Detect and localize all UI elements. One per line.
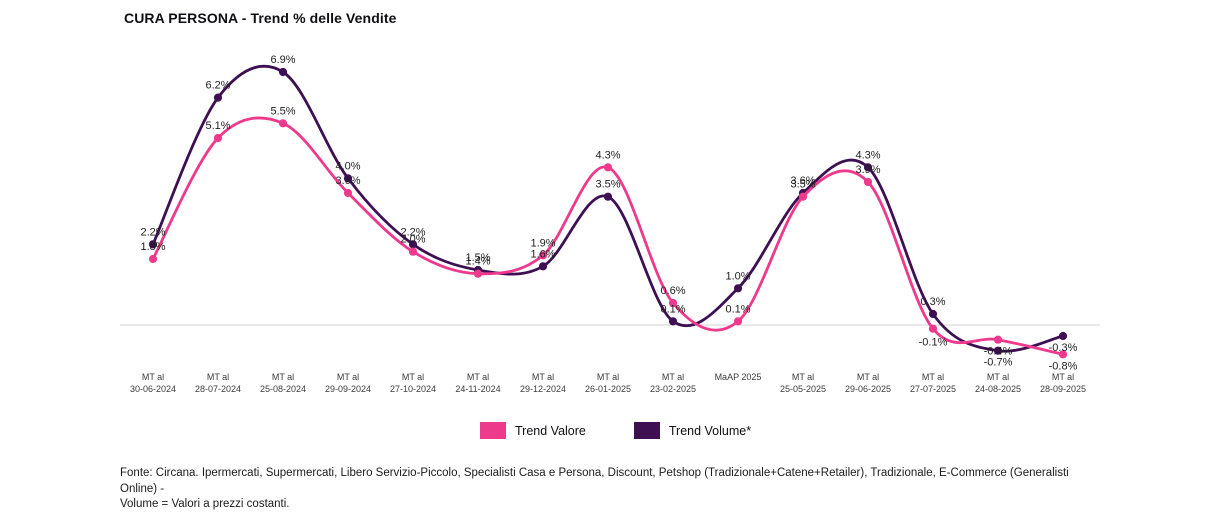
volume-data-label: 1.5% bbox=[465, 252, 490, 264]
volume-data-point bbox=[213, 93, 223, 102]
valore-data-label: 0.6% bbox=[660, 285, 685, 297]
source-note-line2: Volume = Valori a prezzi costanti. bbox=[120, 498, 290, 511]
valore-data-label: 2.0% bbox=[400, 234, 425, 246]
volume-data-point bbox=[1058, 331, 1068, 341]
x-tick-label: MT al 28-09-2025 bbox=[1040, 372, 1086, 394]
x-tick-label: MT al 23-02-2025 bbox=[650, 372, 696, 394]
x-tick-label: MT al 28-07-2024 bbox=[195, 372, 241, 394]
x-tick-label: MT al 24-08-2025 bbox=[975, 372, 1021, 394]
valore-data-point bbox=[538, 251, 548, 260]
valore-data-point bbox=[798, 192, 808, 201]
volume-data-label: 0.3% bbox=[920, 296, 945, 308]
source-note-line1: Fonte: Circana. Ipermercati, Supermercat… bbox=[120, 467, 1069, 495]
volume-data-label: 1.6% bbox=[530, 248, 555, 260]
valore-data-point bbox=[928, 324, 938, 333]
volume-data-point bbox=[408, 240, 418, 249]
volume-data-point bbox=[993, 346, 1003, 355]
chart-legend: Trend Valore Trend Volume* bbox=[480, 422, 751, 439]
volume-data-point bbox=[863, 163, 873, 172]
volume-data-point bbox=[148, 240, 158, 249]
valore-data-label: -0.1% bbox=[919, 337, 948, 349]
valore-data-label: 3.6% bbox=[335, 175, 360, 187]
x-tick-label: MT al 27-10-2024 bbox=[390, 372, 436, 394]
volume-data-point bbox=[668, 317, 678, 326]
x-tick-label: MT al 27-07-2025 bbox=[910, 372, 956, 394]
valore-data-point bbox=[148, 254, 158, 264]
valore-data-label: -0.4% bbox=[984, 346, 1013, 358]
valore-data-point bbox=[993, 335, 1003, 344]
legend-label-volume: Trend Volume* bbox=[668, 423, 752, 438]
valore-data-label: 3.9% bbox=[855, 164, 880, 176]
valore-data-point bbox=[733, 317, 743, 326]
volume-data-label: 3.6% bbox=[790, 175, 815, 187]
valore-data-point bbox=[278, 119, 288, 128]
valore-data-point bbox=[603, 163, 613, 172]
valore-data-point bbox=[1058, 350, 1068, 359]
valore-data-label: 1.9% bbox=[530, 237, 555, 249]
volume-data-label: 3.5% bbox=[595, 179, 620, 191]
volume-data-point bbox=[733, 284, 743, 293]
volume-data-label: 2.2% bbox=[400, 226, 425, 238]
valore-data-label: 5.5% bbox=[270, 105, 295, 117]
volume-color-swatch bbox=[633, 422, 660, 439]
volume-data-label: 4.0% bbox=[335, 160, 360, 172]
source-note: Fonte: Circana. Ipermercati, Supermercat… bbox=[120, 466, 1080, 513]
valore-data-label: 3.5% bbox=[790, 179, 815, 191]
legend-item-volume: Trend Volume* bbox=[633, 422, 752, 439]
valore-data-label: 0.1% bbox=[725, 303, 750, 315]
x-tick-label: MT al 29-09-2024 bbox=[325, 372, 371, 394]
valore-data-label: 1.8% bbox=[140, 241, 165, 253]
trend-line-chart: MT al 30-06-2024 MT al 28-07-2024 MT al 25-08… bbox=[120, 54, 1100, 394]
volume-data-point bbox=[928, 309, 938, 319]
legend-label-valore: Trend Valore bbox=[515, 423, 586, 438]
x-tick-label: MaAP 2025 bbox=[715, 372, 762, 382]
valore-data-point bbox=[343, 188, 353, 198]
valore-data-label: 1.4% bbox=[465, 256, 490, 268]
volume-data-label: 1.0% bbox=[725, 270, 750, 282]
volume-data-point bbox=[278, 67, 288, 77]
volume-data-label: 0.1% bbox=[660, 303, 685, 315]
valore-data-point bbox=[408, 247, 418, 256]
volume-data-point bbox=[343, 174, 353, 183]
valore-data-point bbox=[213, 133, 223, 143]
valore-data-label: -0.8% bbox=[1049, 360, 1078, 372]
valore-color-swatch bbox=[480, 422, 506, 439]
volume-data-point bbox=[538, 262, 548, 271]
valore-data-label: 5.1% bbox=[205, 120, 230, 132]
volume-data-label: 4.3% bbox=[855, 149, 880, 161]
volume-data-label: -0.3% bbox=[1049, 342, 1078, 354]
x-tick-label: MT al 26-01-2025 bbox=[585, 372, 631, 394]
volume-data-label: 2.2% bbox=[140, 226, 165, 238]
volume-data-label: 6.2% bbox=[205, 80, 230, 92]
volume-data-label: -0.7% bbox=[984, 357, 1013, 369]
x-tick-label: MT al 24-11-2024 bbox=[455, 372, 500, 394]
valore-data-point bbox=[863, 177, 873, 187]
x-tick-label: MT al 29-06-2025 bbox=[845, 372, 891, 394]
x-tick-label: MT al 25-05-2025 bbox=[780, 372, 826, 394]
x-tick-label: MT al 25-08-2024 bbox=[260, 372, 306, 394]
x-tick-label: MT al 30-06-2024 bbox=[130, 372, 176, 394]
valore-data-point bbox=[473, 269, 483, 278]
valore-data-point bbox=[668, 298, 678, 308]
legend-item-valore: Trend Valore bbox=[480, 422, 586, 439]
volume-data-label: 6.9% bbox=[270, 54, 295, 66]
valore-series-line bbox=[151, 116, 1065, 356]
x-tick-label: MT al 29-12-2024 bbox=[520, 372, 566, 394]
chart-title: CURA PERSONA - Trend % delle Vendite bbox=[124, 10, 397, 26]
valore-data-label: 4.3% bbox=[595, 149, 620, 161]
volume-data-point bbox=[603, 192, 613, 201]
